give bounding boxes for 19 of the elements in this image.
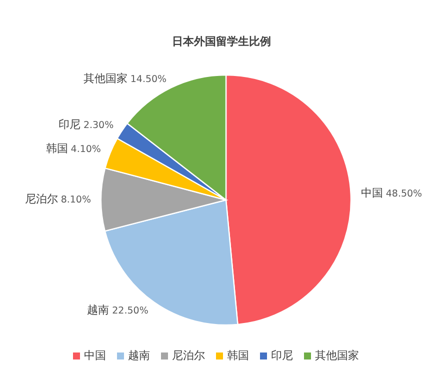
slice-label: 越南 [87, 303, 110, 316]
data-label: 22.50% [109, 305, 148, 316]
legend-label: 越南 [128, 349, 150, 362]
slice-label: 印尼 [58, 118, 80, 132]
legend-label: 其他国家 [315, 349, 359, 362]
slice-label: 尼泊尔 [24, 192, 58, 206]
legend-label: 尼泊尔 [172, 349, 205, 362]
legend-label: 韩国 [227, 349, 249, 362]
chart-title: 日本外国留学生比例 [172, 35, 271, 48]
data-label: 8.10% [58, 194, 91, 206]
data-label: 14.50% [127, 73, 167, 84]
data-label: 4.10% [68, 144, 101, 155]
slice-label: 韩国 [46, 142, 68, 156]
slice-label: 其他国家 [83, 72, 128, 85]
legend-label: 中国 [84, 349, 106, 362]
legend-label: 印尼 [271, 349, 293, 362]
data-label: 48.50% [382, 188, 422, 200]
slice-label: 中国 [360, 186, 383, 200]
data-label: 2.30% [80, 120, 114, 131]
